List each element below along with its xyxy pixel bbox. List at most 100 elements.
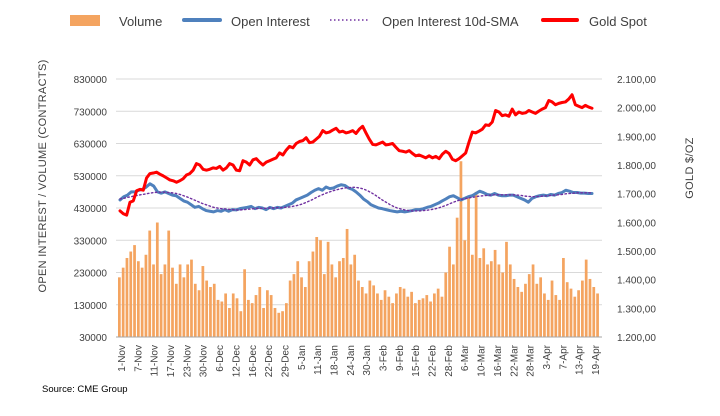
volume-bar bbox=[497, 264, 501, 337]
volume-bar bbox=[345, 228, 349, 337]
volume-bar bbox=[349, 264, 353, 337]
x-tick-label: 3-Feb bbox=[379, 345, 390, 372]
x-tick-label: 11-Nov bbox=[150, 345, 161, 377]
volume-bar bbox=[269, 295, 273, 337]
volume-bar bbox=[338, 261, 341, 337]
volume-bar bbox=[592, 287, 596, 337]
volume-bar bbox=[448, 246, 451, 337]
volume-bar bbox=[136, 261, 140, 337]
volume-bar bbox=[474, 191, 478, 338]
left-tick-label: 430000 bbox=[74, 204, 108, 215]
volume-bar bbox=[573, 296, 577, 337]
right-tick-label: 1.700,00 bbox=[617, 190, 656, 201]
volume-bar bbox=[292, 274, 296, 337]
x-tick-label: 18-Jan bbox=[329, 345, 340, 376]
volume-bar bbox=[493, 249, 497, 337]
volume-bar bbox=[489, 261, 493, 337]
volume-bar bbox=[478, 257, 482, 337]
right-tick-label: 2.100,00 bbox=[617, 75, 656, 86]
volume-bar bbox=[190, 259, 193, 337]
volume-bar bbox=[451, 264, 455, 337]
volume-bar bbox=[243, 269, 246, 337]
volume-bar bbox=[550, 280, 554, 337]
volume-bar bbox=[303, 287, 307, 337]
x-tick-label: 23-Nov bbox=[182, 345, 193, 377]
volume-bar bbox=[163, 264, 167, 337]
volume-bar bbox=[543, 293, 546, 337]
gold-spot-line bbox=[118, 93, 594, 217]
volume-bar bbox=[326, 241, 330, 337]
volume-bar bbox=[433, 293, 436, 337]
x-tick-label: 6-Mar bbox=[460, 344, 471, 371]
volume-bar bbox=[376, 293, 379, 337]
volume-bar bbox=[368, 280, 372, 337]
volume-bar bbox=[398, 287, 402, 337]
right-tick-label: 1.900,00 bbox=[617, 132, 656, 143]
volume-bar bbox=[125, 257, 129, 337]
volume-bar bbox=[360, 287, 364, 337]
volume-bar bbox=[482, 248, 486, 337]
legend-label-gold-spot: Gold Spot bbox=[589, 14, 647, 29]
volume-bar bbox=[228, 307, 231, 337]
x-tick-label: 30-Nov bbox=[199, 345, 210, 377]
volume-bar bbox=[364, 293, 368, 337]
volume-bar bbox=[193, 283, 197, 337]
volume-bar bbox=[584, 259, 588, 337]
volume-bar bbox=[254, 295, 258, 337]
volume-bar bbox=[281, 311, 284, 337]
volume-bar bbox=[539, 277, 543, 337]
volume-bars bbox=[118, 161, 599, 338]
volume-bar bbox=[144, 254, 148, 337]
volume-bar bbox=[212, 283, 216, 337]
left-axis-ticks: 830000 730000 630000 530000 430000 330000 2300… bbox=[74, 75, 108, 344]
volume-bar bbox=[391, 303, 394, 337]
x-tick-label: 11-Jan bbox=[313, 345, 324, 375]
volume-bar bbox=[440, 296, 444, 337]
right-tick-label: 1.200,00 bbox=[617, 333, 656, 344]
volume-bar bbox=[231, 293, 235, 337]
x-tick-label: 29-Dec bbox=[280, 345, 291, 377]
volume-bar bbox=[414, 303, 417, 337]
volume-bar bbox=[569, 288, 573, 338]
volume-bar bbox=[455, 217, 459, 337]
volume-bar bbox=[417, 299, 421, 337]
volume-bar bbox=[546, 299, 550, 337]
volume-bar bbox=[421, 298, 425, 337]
volume-bar bbox=[258, 287, 262, 337]
right-tick-label: 1.600,00 bbox=[617, 218, 656, 229]
volume-bar bbox=[152, 264, 155, 337]
volume-bar bbox=[512, 278, 516, 337]
volume-bar bbox=[535, 283, 539, 337]
volume-bar bbox=[205, 280, 209, 337]
volume-bar bbox=[273, 307, 277, 337]
volume-bar bbox=[353, 254, 357, 337]
x-tick-label: 28-Mar bbox=[526, 344, 537, 376]
x-tick-label: 30-Jan bbox=[362, 345, 373, 376]
volume-bar bbox=[311, 251, 315, 337]
volume-bar bbox=[296, 261, 300, 337]
volume-bar bbox=[588, 278, 592, 337]
volume-bar bbox=[527, 274, 531, 337]
x-tick-label: 22-Feb bbox=[428, 345, 439, 377]
volume-bar bbox=[322, 274, 326, 337]
volume-bar bbox=[250, 303, 254, 337]
volume-bar bbox=[467, 198, 470, 337]
volume-bar bbox=[463, 240, 467, 337]
left-axis-title: OPEN INTEREST / VOLUME (CONTRACTS) bbox=[37, 59, 49, 292]
volume-bar bbox=[444, 272, 448, 337]
right-tick-label: 1.300,00 bbox=[617, 304, 656, 315]
x-tick-label: 28-Feb bbox=[444, 345, 455, 377]
volume-bar bbox=[410, 291, 413, 337]
volume-bar bbox=[558, 299, 561, 337]
x-tick-label: 19-Apr bbox=[591, 344, 602, 375]
volume-bar bbox=[174, 283, 178, 337]
volume-bar bbox=[383, 290, 387, 337]
volume-bar bbox=[220, 301, 224, 337]
volume-bar bbox=[155, 222, 159, 337]
volume-bar bbox=[357, 280, 360, 337]
left-tick-label: 730000 bbox=[74, 107, 108, 118]
volume-bar bbox=[224, 293, 227, 337]
volume-bar bbox=[341, 257, 345, 337]
source-note: Source: CME Group bbox=[42, 384, 128, 395]
